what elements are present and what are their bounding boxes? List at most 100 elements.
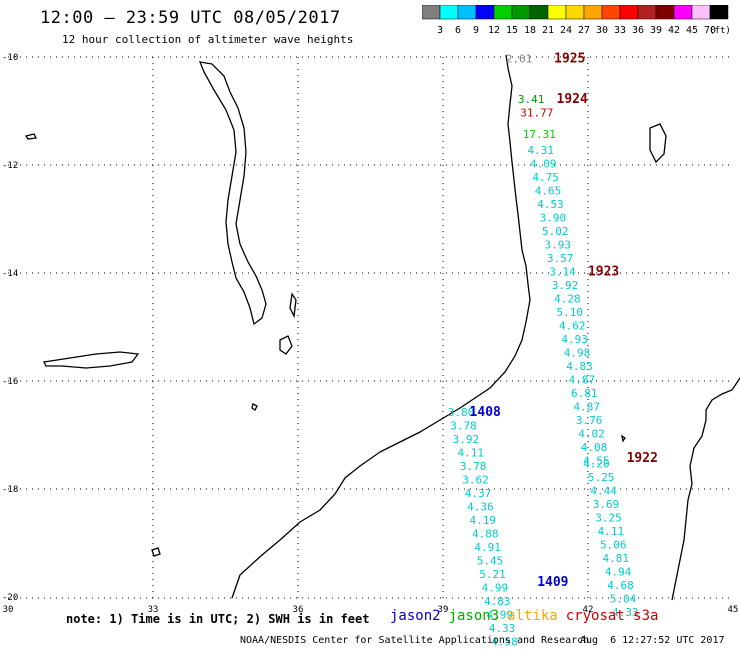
lake-malawi [198,61,267,326]
wave-height-value: 4.08 [581,441,608,454]
wave-height-value: 4.58 [491,636,518,649]
colorbar-label: 30 [596,25,608,36]
wave-height-value: 3.93 [544,239,571,252]
colorbar-label: 42 [668,25,680,36]
wave-height-value: 3.78 [450,420,477,433]
track-cryosat: 2.613.4131.7717.314.314.094.754.654.533.… [506,52,639,619]
small-island-4 [151,547,161,557]
wave-height-value: 3.92 [552,279,579,292]
wave-height-value: 4.33 [612,606,639,619]
colorbar-label: 33 [614,25,626,36]
wave-height-value: 6.81 [571,387,598,400]
footer-credit: NOAA/NESDIS Center for Satellite Applica… [240,635,590,646]
small-island-3 [251,403,258,411]
colorbar-swatch [709,5,729,20]
colorbar-label: 15 [506,25,518,36]
legend-entry: jason3 [448,608,500,624]
wave-height-value: 3.92 [453,433,480,446]
wave-height-value: 3.80 [448,406,475,419]
colorbar-label: 27 [578,25,590,36]
lon-tick-label: 42 [583,605,594,615]
wave-height-value: 3.25 [595,511,622,524]
legend-entry: cryosat s3a [565,608,659,624]
legend-entry: jason2 [390,608,441,624]
legend-entry: altika [507,608,558,624]
lat-tick-label: -12 [2,161,18,171]
colorbar-label: 24 [560,25,572,36]
comoros-island [649,123,667,164]
wave-height-value: 3.41 [518,93,545,106]
wave-height-value: 4.99 [486,609,513,622]
colorbar-label: 45 [686,25,698,36]
pass-time-label: 1923 [588,265,619,280]
wave-height-value: 3.62 [462,474,489,487]
wave-height-value: 5.02 [542,225,569,238]
wave-height-value: 5.21 [479,568,506,581]
wave-height-value: 4.94 [605,565,632,578]
wave-height-value: 5.06 [600,538,627,551]
wave-height-value: 3.69 [593,498,620,511]
wave-height-value: 4.53 [537,198,564,211]
colorbar-label: 36 [632,25,644,36]
colorbar-label: 70 [704,25,716,36]
colorbar-label: 9 [473,25,479,36]
wave-height-value: 4.68 [607,579,634,592]
lon-tick-label: 30 [3,605,14,615]
wave-height-value: 3.14 [549,266,576,279]
wave-height-value: 5.10 [557,306,584,319]
wave-height-value: 4.87 [573,401,600,414]
pass-time-label: 1409 [537,575,568,590]
wave-height-value: 4.93 [561,333,588,346]
wave-height-value: 5.25 [588,471,615,484]
wave-height-value: 4.44 [590,484,617,497]
madagascar-coastline [671,377,740,601]
wave-height-value: 4.55 [583,455,610,468]
pass-time-label: 1408 [470,405,501,420]
africa-coastline [231,54,531,599]
axis-tick-labels: 30 33 36 39 42 45 -10 -12 -14 -16 -18 -20 [2,53,738,615]
pass-time-label: 1925 [554,51,585,66]
wave-height-value: 4.62 [559,320,586,333]
map-subtitle: 12 hour collection of altimeter wave hei… [62,33,354,46]
colorbar-label: 39 [650,25,662,36]
footer-note: note: 1) Time is in UTC; 2) SWH is in fe… [66,612,370,626]
wave-height-value: 4.75 [532,171,559,184]
colorbar-label: 6 [455,25,461,36]
wave-height-value: 5.45 [477,555,504,568]
small-island-1 [279,335,293,355]
lat-tick-label: -20 [2,593,18,603]
lat-tick-label: -16 [2,377,18,387]
map-grid [8,56,733,599]
wave-height-value: 4.31 [528,144,555,157]
wave-height-value: 4.11 [598,525,625,538]
lon-tick-label: 33 [148,605,159,615]
pass-time-label: 1924 [557,92,588,107]
wave-height-value: 4.02 [578,428,605,441]
wave-height-value: 4.83 [484,595,511,608]
wave-height-value: 2.61 [506,52,533,65]
wave-height-value: 4.19 [470,514,497,527]
wave-height-value: 4.91 [474,541,501,554]
small-island-5 [24,133,37,140]
wave-height-value: 3.57 [547,252,574,265]
map-title: 12:00 – 23:59 UTC 08/05/2017 [40,8,341,28]
wave-height-value: 4.81 [602,552,629,565]
wave-height-value: 4.87 [569,374,596,387]
wave-height-value: 4.83 [566,360,593,373]
wave-height-value: 4.99 [482,582,509,595]
colorbar-label: 12 [488,25,500,36]
wave-height-value: 4.28 [554,293,581,306]
wave-height-value: 4.20 [583,457,610,470]
wave-height-value: 4.37 [465,487,492,500]
colorbar-label: 3 [437,25,443,36]
track-jason2: 3.803.783.924.113.783.624.374.364.194.88… [448,406,518,648]
wave-height-value: 4.88 [472,528,499,541]
wave-height-value: 31.77 [520,106,553,119]
footer-timestamp: Aug 6 12:27:52 UTC 2017 [580,635,725,646]
wave-height-value: 4.98 [564,347,591,360]
lon-tick-label: 39 [438,605,449,615]
pass-time-labels: 1925 1924 1923 1922 1408 1409 [470,51,658,590]
lon-tick-label: 45 [728,605,739,615]
wave-height-value: 4.33 [489,622,516,635]
